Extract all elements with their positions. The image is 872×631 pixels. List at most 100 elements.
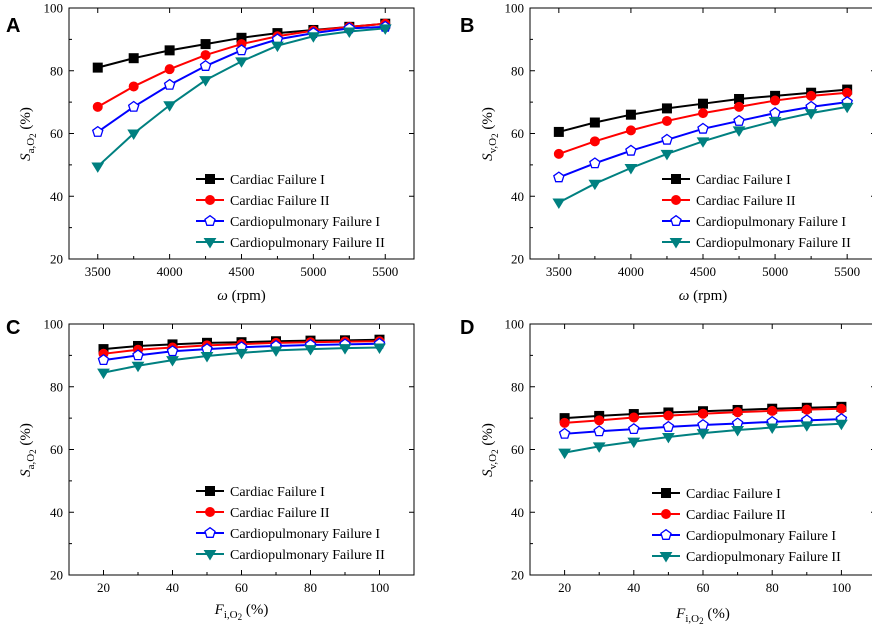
data-point	[660, 149, 674, 161]
series-cardiac-2	[553, 87, 853, 159]
data-point	[765, 423, 779, 434]
y-axis-title: Sv,O2 (%)	[480, 107, 500, 161]
data-point	[128, 53, 139, 64]
data-point	[732, 407, 743, 418]
x-tick-label: 4500	[690, 264, 716, 279]
y-tick-label: 60	[511, 442, 524, 457]
data-point	[625, 109, 636, 120]
legend-marker	[205, 507, 215, 517]
y-tick-label: 100	[44, 1, 64, 16]
data-point	[624, 164, 638, 175]
data-point	[306, 32, 320, 43]
legend-item: Cardiac Failure I	[196, 173, 325, 188]
data-point	[91, 125, 104, 137]
data-point	[806, 90, 817, 101]
panel-c: C 20 40 60 80 100 20 40 60 80 100 Fi,O2 (%) Sa,O2 (%…	[6, 317, 415, 622]
legend-marker	[205, 195, 215, 205]
series-cardiopulmonary-2	[552, 102, 854, 209]
legend-item: Cardiopulmonary Failure II	[662, 236, 851, 251]
data-point	[733, 114, 745, 126]
y-tick-label: 100	[505, 317, 525, 332]
data-point	[92, 101, 103, 112]
legend-marker	[204, 526, 216, 538]
y-axis-title: Sa,O2 (%)	[18, 423, 38, 477]
legend-item: Cardiopulmonary Failure II	[196, 548, 385, 563]
y-axis-title: Sv,O2 (%)	[480, 423, 500, 477]
data-point	[770, 95, 781, 106]
y-tick-label: 60	[50, 442, 63, 457]
legend-label: Cardiopulmonary Failure I	[230, 527, 380, 542]
legend: Cardiac Failure I Cardiac Failure II Cardi…	[196, 173, 385, 251]
data-point	[559, 417, 570, 428]
legend-label: Cardiopulmonary Failure II	[696, 236, 851, 251]
data-point	[199, 59, 212, 71]
data-point	[732, 126, 746, 137]
data-point	[593, 425, 606, 437]
data-point	[697, 418, 709, 430]
legend-item: Cardiopulmonary Failure II	[196, 236, 385, 251]
legend-label: Cardiac Failure II	[696, 194, 796, 209]
series-cardiopulmonary-2	[97, 343, 386, 380]
data-point	[696, 429, 710, 440]
y-tick-label: 80	[511, 379, 524, 394]
legend-item: Cardiopulmonary Failure II	[652, 550, 841, 565]
x-tick-label: 5000	[762, 264, 788, 279]
data-point	[842, 87, 853, 98]
data-point	[92, 62, 103, 73]
data-point	[235, 348, 248, 360]
panel-label: D	[460, 317, 474, 339]
panel-label: C	[6, 317, 20, 339]
data-point	[128, 81, 139, 92]
data-point	[269, 346, 283, 357]
legend-label: Cardiopulmonary Failure I	[696, 215, 846, 230]
panel-b: B 20 40 60 80 100 3500 4000 4500 5000 5500 ω (rpm) S…	[460, 1, 872, 304]
y-tick-label: 20	[511, 568, 524, 583]
data-point	[552, 198, 566, 209]
legend-label: Cardiac Failure II	[230, 194, 330, 209]
x-tick-label: 4000	[618, 264, 644, 279]
data-point	[835, 419, 848, 431]
data-point	[594, 415, 605, 426]
data-point	[164, 64, 175, 75]
data-point	[553, 148, 564, 159]
data-point	[338, 344, 352, 355]
y-tick-label: 40	[50, 505, 63, 520]
data-point	[768, 116, 782, 128]
legend-marker	[661, 488, 671, 498]
x-tick-label: 3500	[546, 264, 572, 279]
data-point	[625, 125, 636, 136]
series-cardiac-2	[559, 403, 847, 428]
x-tick-label: 80	[304, 580, 317, 595]
x-axis-title: Fi,O2 (%)	[214, 602, 269, 622]
data-point	[235, 57, 248, 68]
x-axis-title: Fi,O2 (%)	[675, 606, 730, 626]
y-tick-label: 40	[50, 189, 63, 204]
legend-marker	[671, 195, 681, 205]
data-point	[271, 41, 284, 53]
data-point	[127, 129, 141, 140]
panel-label: B	[460, 15, 474, 37]
legend-marker	[203, 238, 217, 249]
data-point	[199, 76, 212, 87]
legend-item: Cardiac Failure II	[196, 506, 330, 521]
data-point	[800, 421, 814, 432]
data-point	[163, 101, 177, 112]
legend: Cardiac Failure I Cardiac Failure II Cardi…	[652, 487, 841, 565]
y-tick-label: 100	[44, 317, 64, 332]
data-point	[661, 133, 673, 145]
legend: Cardiac Failure I Cardiac Failure II Cardi…	[196, 485, 385, 563]
x-tick-label: 80	[766, 580, 779, 595]
data-point	[166, 345, 179, 357]
legend-marker	[671, 174, 681, 184]
data-point	[342, 27, 356, 38]
y-tick-label: 80	[50, 379, 63, 394]
data-point	[698, 98, 708, 109]
data-point	[662, 432, 675, 444]
y-tick-label: 20	[50, 252, 63, 267]
legend-item: Cardiac Failure II	[652, 508, 786, 523]
legend-item: Cardiopulmonary Failure I	[196, 214, 380, 230]
data-point	[132, 349, 144, 361]
legend-item: Cardiac Failure II	[196, 194, 330, 209]
legend-item: Cardiopulmonary Failure I	[652, 528, 836, 544]
